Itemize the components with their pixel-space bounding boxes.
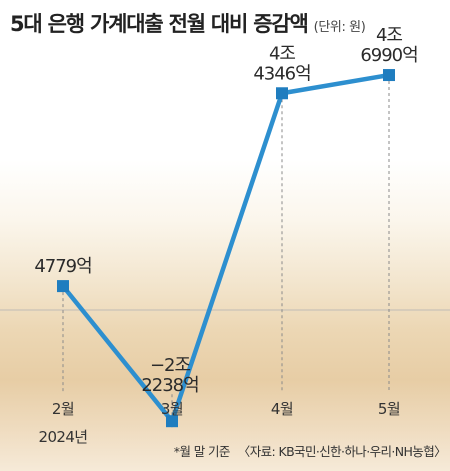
data-label-line: 6990억 (360, 45, 417, 66)
x-tick-sublabel: 2024년 (39, 428, 88, 446)
data-label: 4조 6990억 (360, 25, 417, 66)
x-tick-label: 3월 (161, 400, 183, 418)
footnote-note: *월 말 기준 (173, 444, 231, 459)
data-label: 4조 4346억 (253, 43, 310, 84)
data-label-line: 2238억 (141, 375, 198, 396)
data-point (166, 415, 178, 428)
footnote-source: 〈자료: KB국민·신한·하나·우리·NH농협〉 (237, 444, 447, 459)
data-point (383, 69, 395, 82)
unit-label: (단위: 원) (313, 20, 366, 35)
series-line (60, 72, 392, 424)
footnote: *월 말 기준 〈자료: KB국민·신한·하나·우리·NH농협〉 (0, 441, 447, 465)
chart-header: 5대 은행 가계대출 전월 대비 증감액 (단위: 원) (10, 8, 440, 42)
data-label: −2조 2238억 (141, 355, 198, 396)
data-label-line: 4조 (376, 25, 402, 46)
x-tick-label: 2월 (52, 400, 74, 418)
data-label-line: 4346억 (253, 63, 310, 84)
data-point (276, 87, 288, 100)
data-point (57, 280, 69, 293)
data-label-line: −2조 (150, 355, 191, 376)
chart-title: 5대 은행 가계대출 전월 대비 증감액 (10, 12, 309, 36)
data-label-line: 4조 (269, 43, 295, 64)
data-label: 4779억 (34, 256, 91, 277)
data-label-line: 4779억 (34, 256, 91, 277)
x-tick-label: 5월 (378, 400, 400, 418)
x-tick-label: 4월 (271, 400, 293, 418)
